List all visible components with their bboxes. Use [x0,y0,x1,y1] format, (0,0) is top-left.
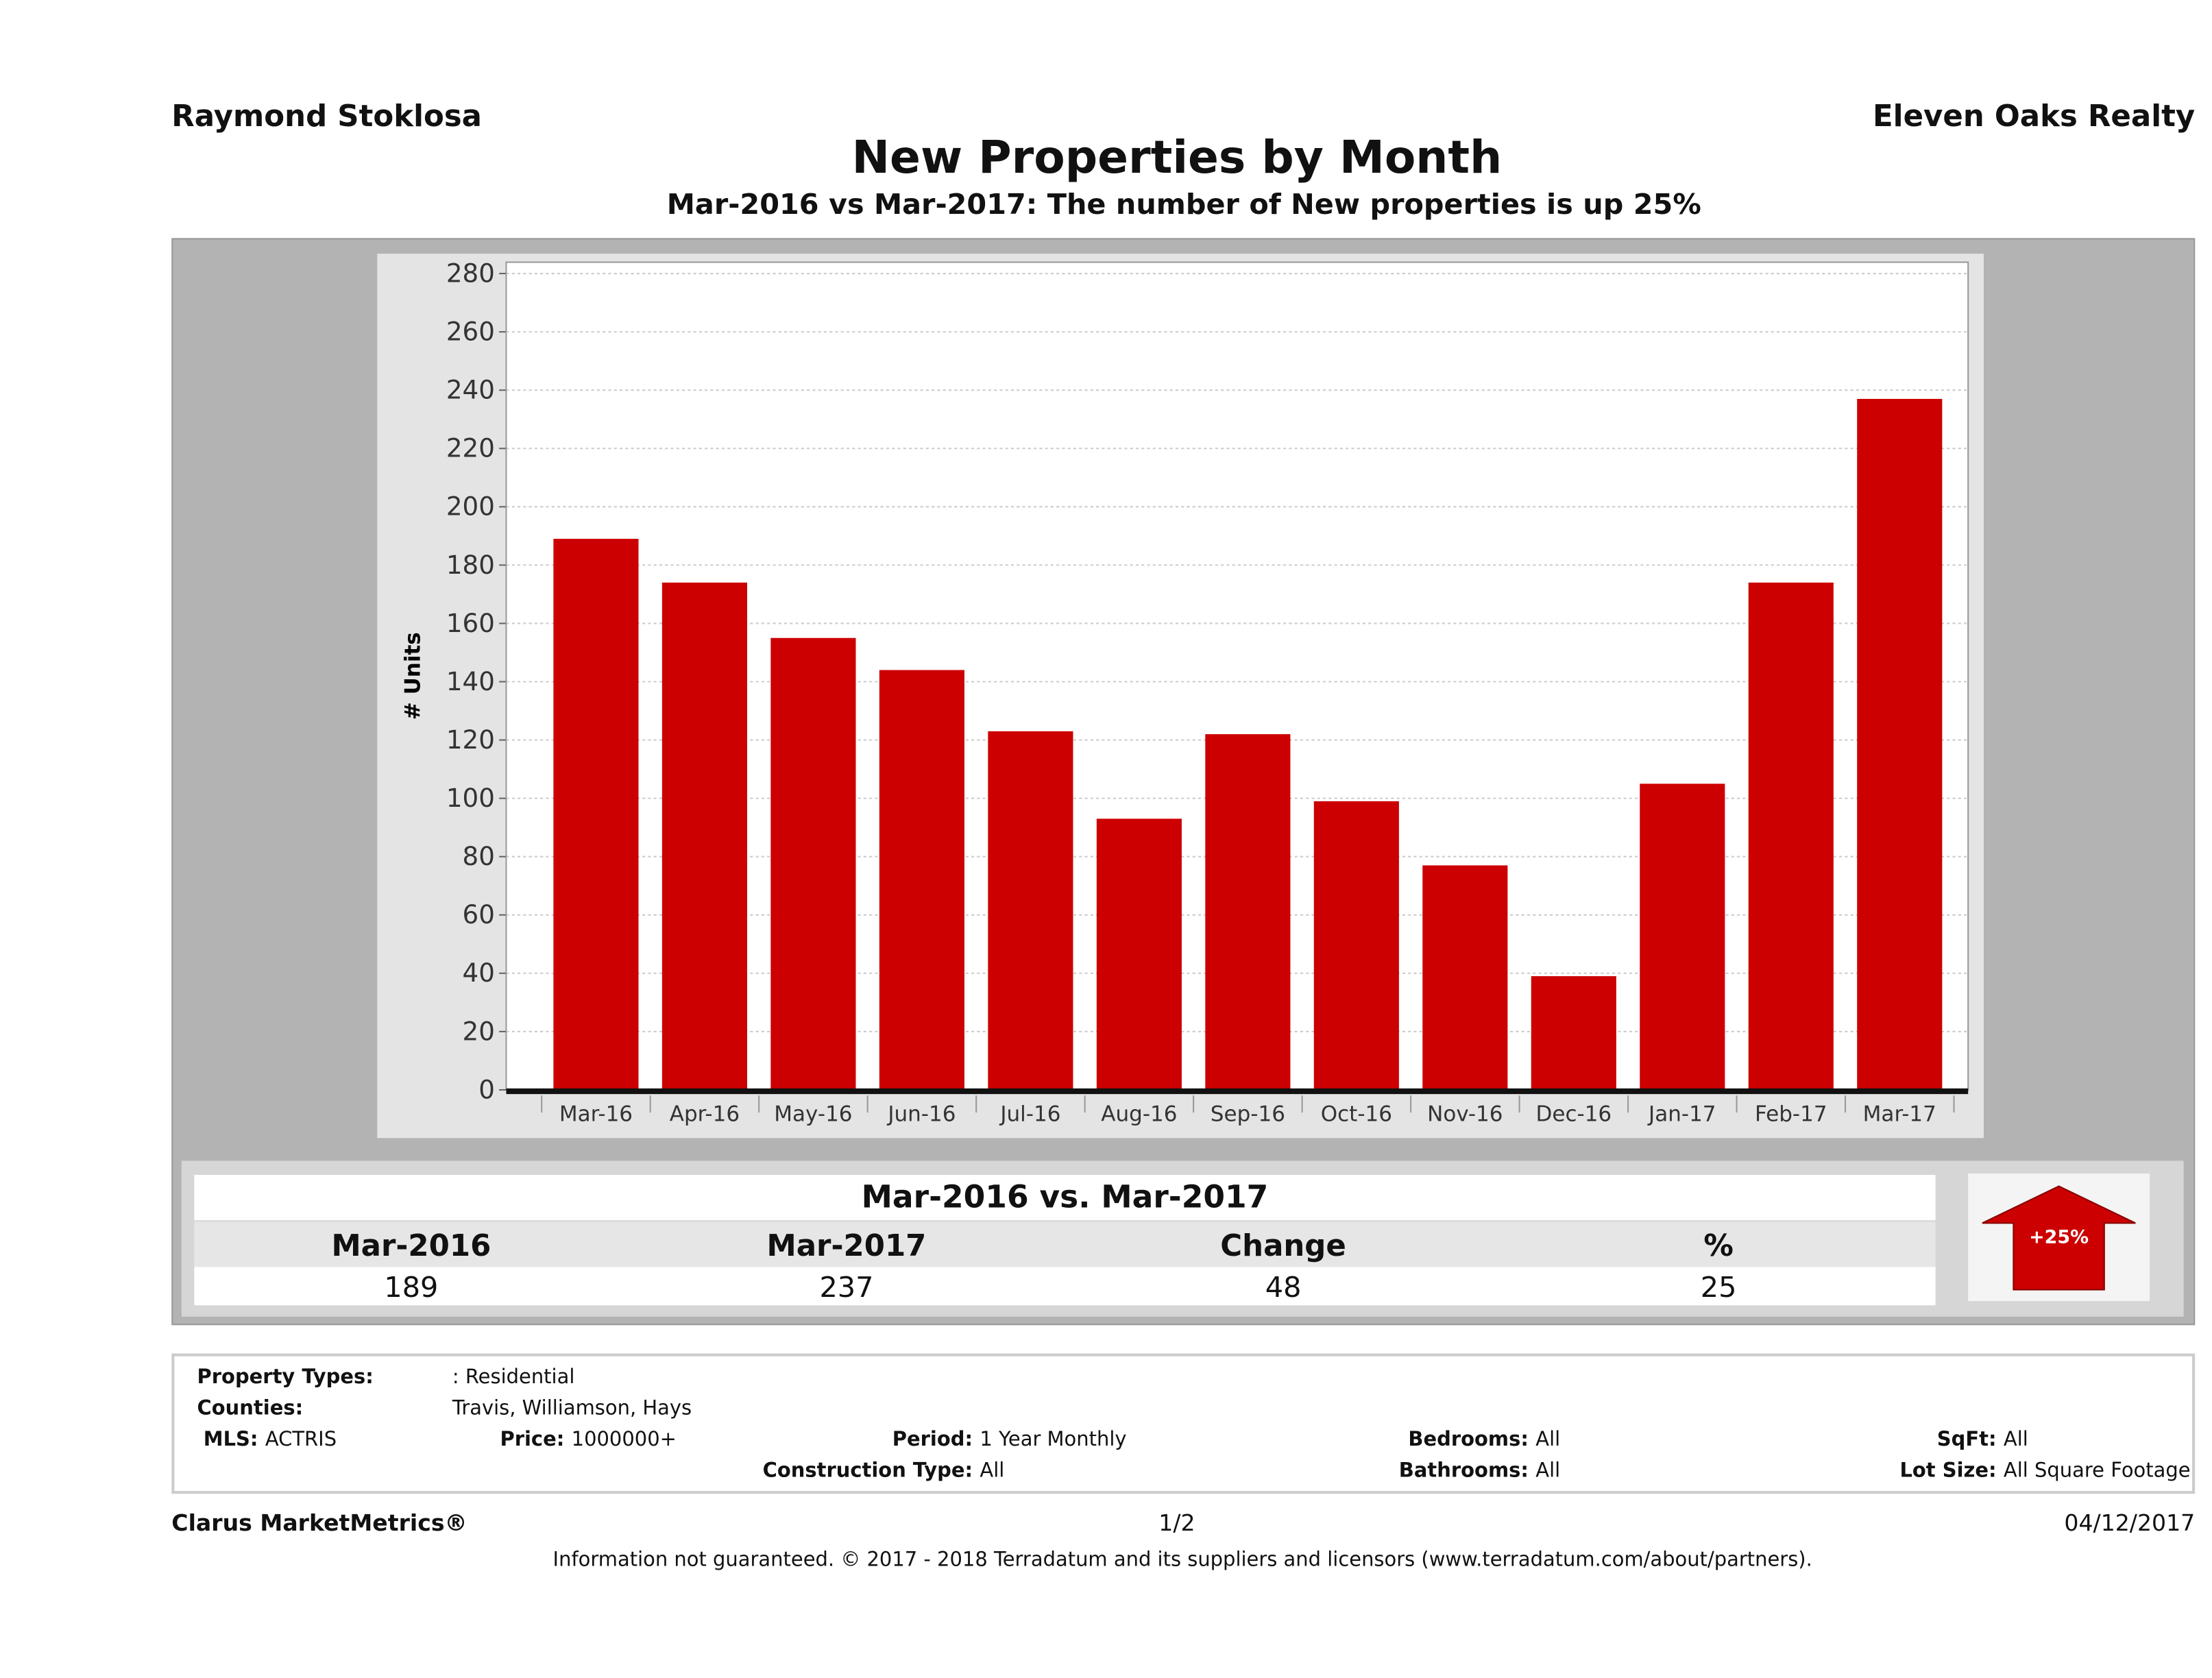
y-tick-label: 80 [463,841,495,871]
counties-label: Counties: [197,1397,304,1420]
bar [1857,398,1943,1090]
x-tick-label: Jun-16 [886,1102,956,1126]
x-tick-label: Apr-16 [670,1102,740,1126]
y-tick-label: 180 [446,550,495,580]
sqft-label: SqFt: [1936,1428,1997,1452]
mls-label: MLS: [203,1428,258,1452]
mls-value: ACTRIS [265,1428,337,1452]
property-types-label: Property Types: [197,1366,374,1389]
y-tick-label: 60 [463,899,495,929]
bedrooms-label: Bedrooms: [1408,1428,1529,1452]
header-mar-2017: Mar-2017 [766,1228,927,1263]
y-tick-label: 100 [446,783,495,813]
bar [1422,865,1508,1090]
bar-chart: 0 20 40 60 80 100 120 140 160 180 200 220 240 260 280 #… [400,258,1969,1126]
period-field: Period: 1 Year Monthly [892,1428,1127,1452]
lot-size-label: Lot Size: [1899,1459,1997,1483]
page-number: 1/2 [1158,1509,1195,1537]
bedrooms-value: All [1535,1428,1561,1452]
period-label: Period: [892,1428,973,1452]
construction-label: Construction Type: [762,1459,973,1483]
mls-field: MLS: ACTRIS [204,1428,337,1452]
bar [770,637,856,1090]
bathrooms-label: Bathrooms: [1398,1459,1529,1483]
bar [879,670,964,1090]
bar [1748,582,1834,1090]
change-badge: +25% [2029,1227,2089,1249]
page-subtitle: Mar-2016 vs Mar-2017: The number of New … [666,186,1701,221]
x-tick-label: Jan-17 [1647,1102,1716,1126]
x-tick-label: Mar-17 [1863,1102,1936,1126]
y-tick-label: 40 [463,958,495,988]
y-tick-label: 140 [446,666,495,696]
up-arrow-icon [1982,1185,2136,1291]
change-indicator: +25% [1968,1173,2150,1302]
brokerage-name: Eleven Oaks Realty [1873,99,2196,134]
lot-size-value: All Square Footage [2003,1459,2191,1483]
x-tick-label: Nov-16 [1427,1102,1503,1126]
value-mar-2016: 189 [384,1269,439,1304]
x-tick-label: Dec-16 [1535,1102,1612,1126]
price-label: Price: [500,1428,565,1452]
construction-value: All [980,1459,1005,1483]
comparison-value-row: 189 237 48 25 [194,1267,1936,1306]
value-mar-2017: 237 [819,1269,874,1304]
x-tick-label: Oct-16 [1321,1102,1392,1126]
bar [1205,734,1291,1090]
x-tick-label: Feb-17 [1755,1102,1827,1126]
bar [661,582,747,1090]
price-value: 1000000+ [571,1428,677,1452]
comparison-header-row: Mar-2016 Mar-2017 Change % [194,1221,1936,1267]
bar [1313,801,1399,1090]
x-tick-label: Sep-16 [1211,1102,1285,1126]
x-tick-label: Mar-16 [559,1102,633,1126]
y-tick-label: 200 [446,491,495,522]
y-tick-label: 0 [478,1074,495,1104]
report-date: 04/12/2017 [2064,1509,2196,1537]
y-tick-label: 20 [463,1016,495,1046]
sqft-value: All [2003,1428,2028,1452]
lot-size-field: Lot Size: All Square Footage [1899,1459,2191,1484]
header-change: Change [1220,1228,1346,1263]
y-tick-label: 220 [446,433,495,463]
bar [988,731,1073,1090]
page-title: New Properties by Month [851,130,1503,184]
agent-name: Raymond Stoklosa [171,99,483,134]
comparison-title: Mar-2016 vs. Mar-2017 [194,1175,1936,1221]
y-tick-label: 160 [446,608,495,638]
y-tick-label: 240 [446,375,495,405]
header-percent: % [1703,1228,1734,1263]
y-tick-label: 280 [446,258,495,288]
header-mar-2016: Mar-2016 [331,1228,491,1263]
period-value: 1 Year Monthly [980,1428,1127,1452]
bedrooms-field: Bedrooms: All [1408,1428,1561,1452]
y-tick-label: 260 [446,317,495,347]
y-axis-label: # Units [400,632,425,720]
value-percent: 25 [1700,1269,1737,1304]
construction-field: Construction Type: All [763,1459,1005,1484]
bathrooms-field: Bathrooms: All [1399,1459,1561,1484]
bar [1096,818,1182,1090]
x-tick-label: May-16 [774,1102,852,1126]
price-field: Price: 1000000+ [500,1428,677,1452]
sqft-field: SqFt: All [1937,1428,2028,1452]
bathrooms-value: All [1535,1459,1561,1483]
bar [1640,783,1725,1090]
y-tick-label: 120 [446,725,495,755]
value-change: 48 [1265,1269,1302,1304]
disclaimer: Information not guaranteed. © 2017 - 201… [552,1548,1812,1572]
property-types-value: : Residential [452,1366,575,1389]
bar [1531,976,1616,1090]
x-tick-label: Aug-16 [1101,1102,1177,1126]
bar [553,539,639,1090]
criteria-box: Property Types: : Residential Counties: … [171,1353,2196,1494]
brand-footer: Clarus MarketMetrics® [171,1509,467,1537]
counties-value: Travis, Williamson, Hays [452,1397,692,1420]
x-tick-label: Jul-16 [999,1102,1060,1126]
